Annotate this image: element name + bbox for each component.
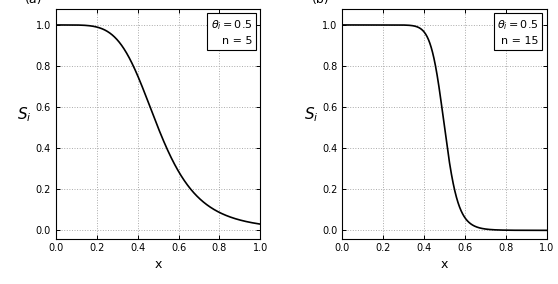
Text: (b): (b) bbox=[311, 0, 329, 6]
Text: $\theta_i = 0.5$
n = 5: $\theta_i = 0.5$ n = 5 bbox=[211, 18, 252, 46]
Y-axis label: $S_i$: $S_i$ bbox=[17, 105, 32, 124]
X-axis label: x: x bbox=[155, 258, 162, 271]
Text: $\theta_i = 0.5$
n = 15: $\theta_i = 0.5$ n = 15 bbox=[497, 18, 538, 46]
X-axis label: x: x bbox=[441, 258, 448, 271]
Text: (a): (a) bbox=[25, 0, 42, 6]
Y-axis label: $S_i$: $S_i$ bbox=[304, 105, 318, 124]
